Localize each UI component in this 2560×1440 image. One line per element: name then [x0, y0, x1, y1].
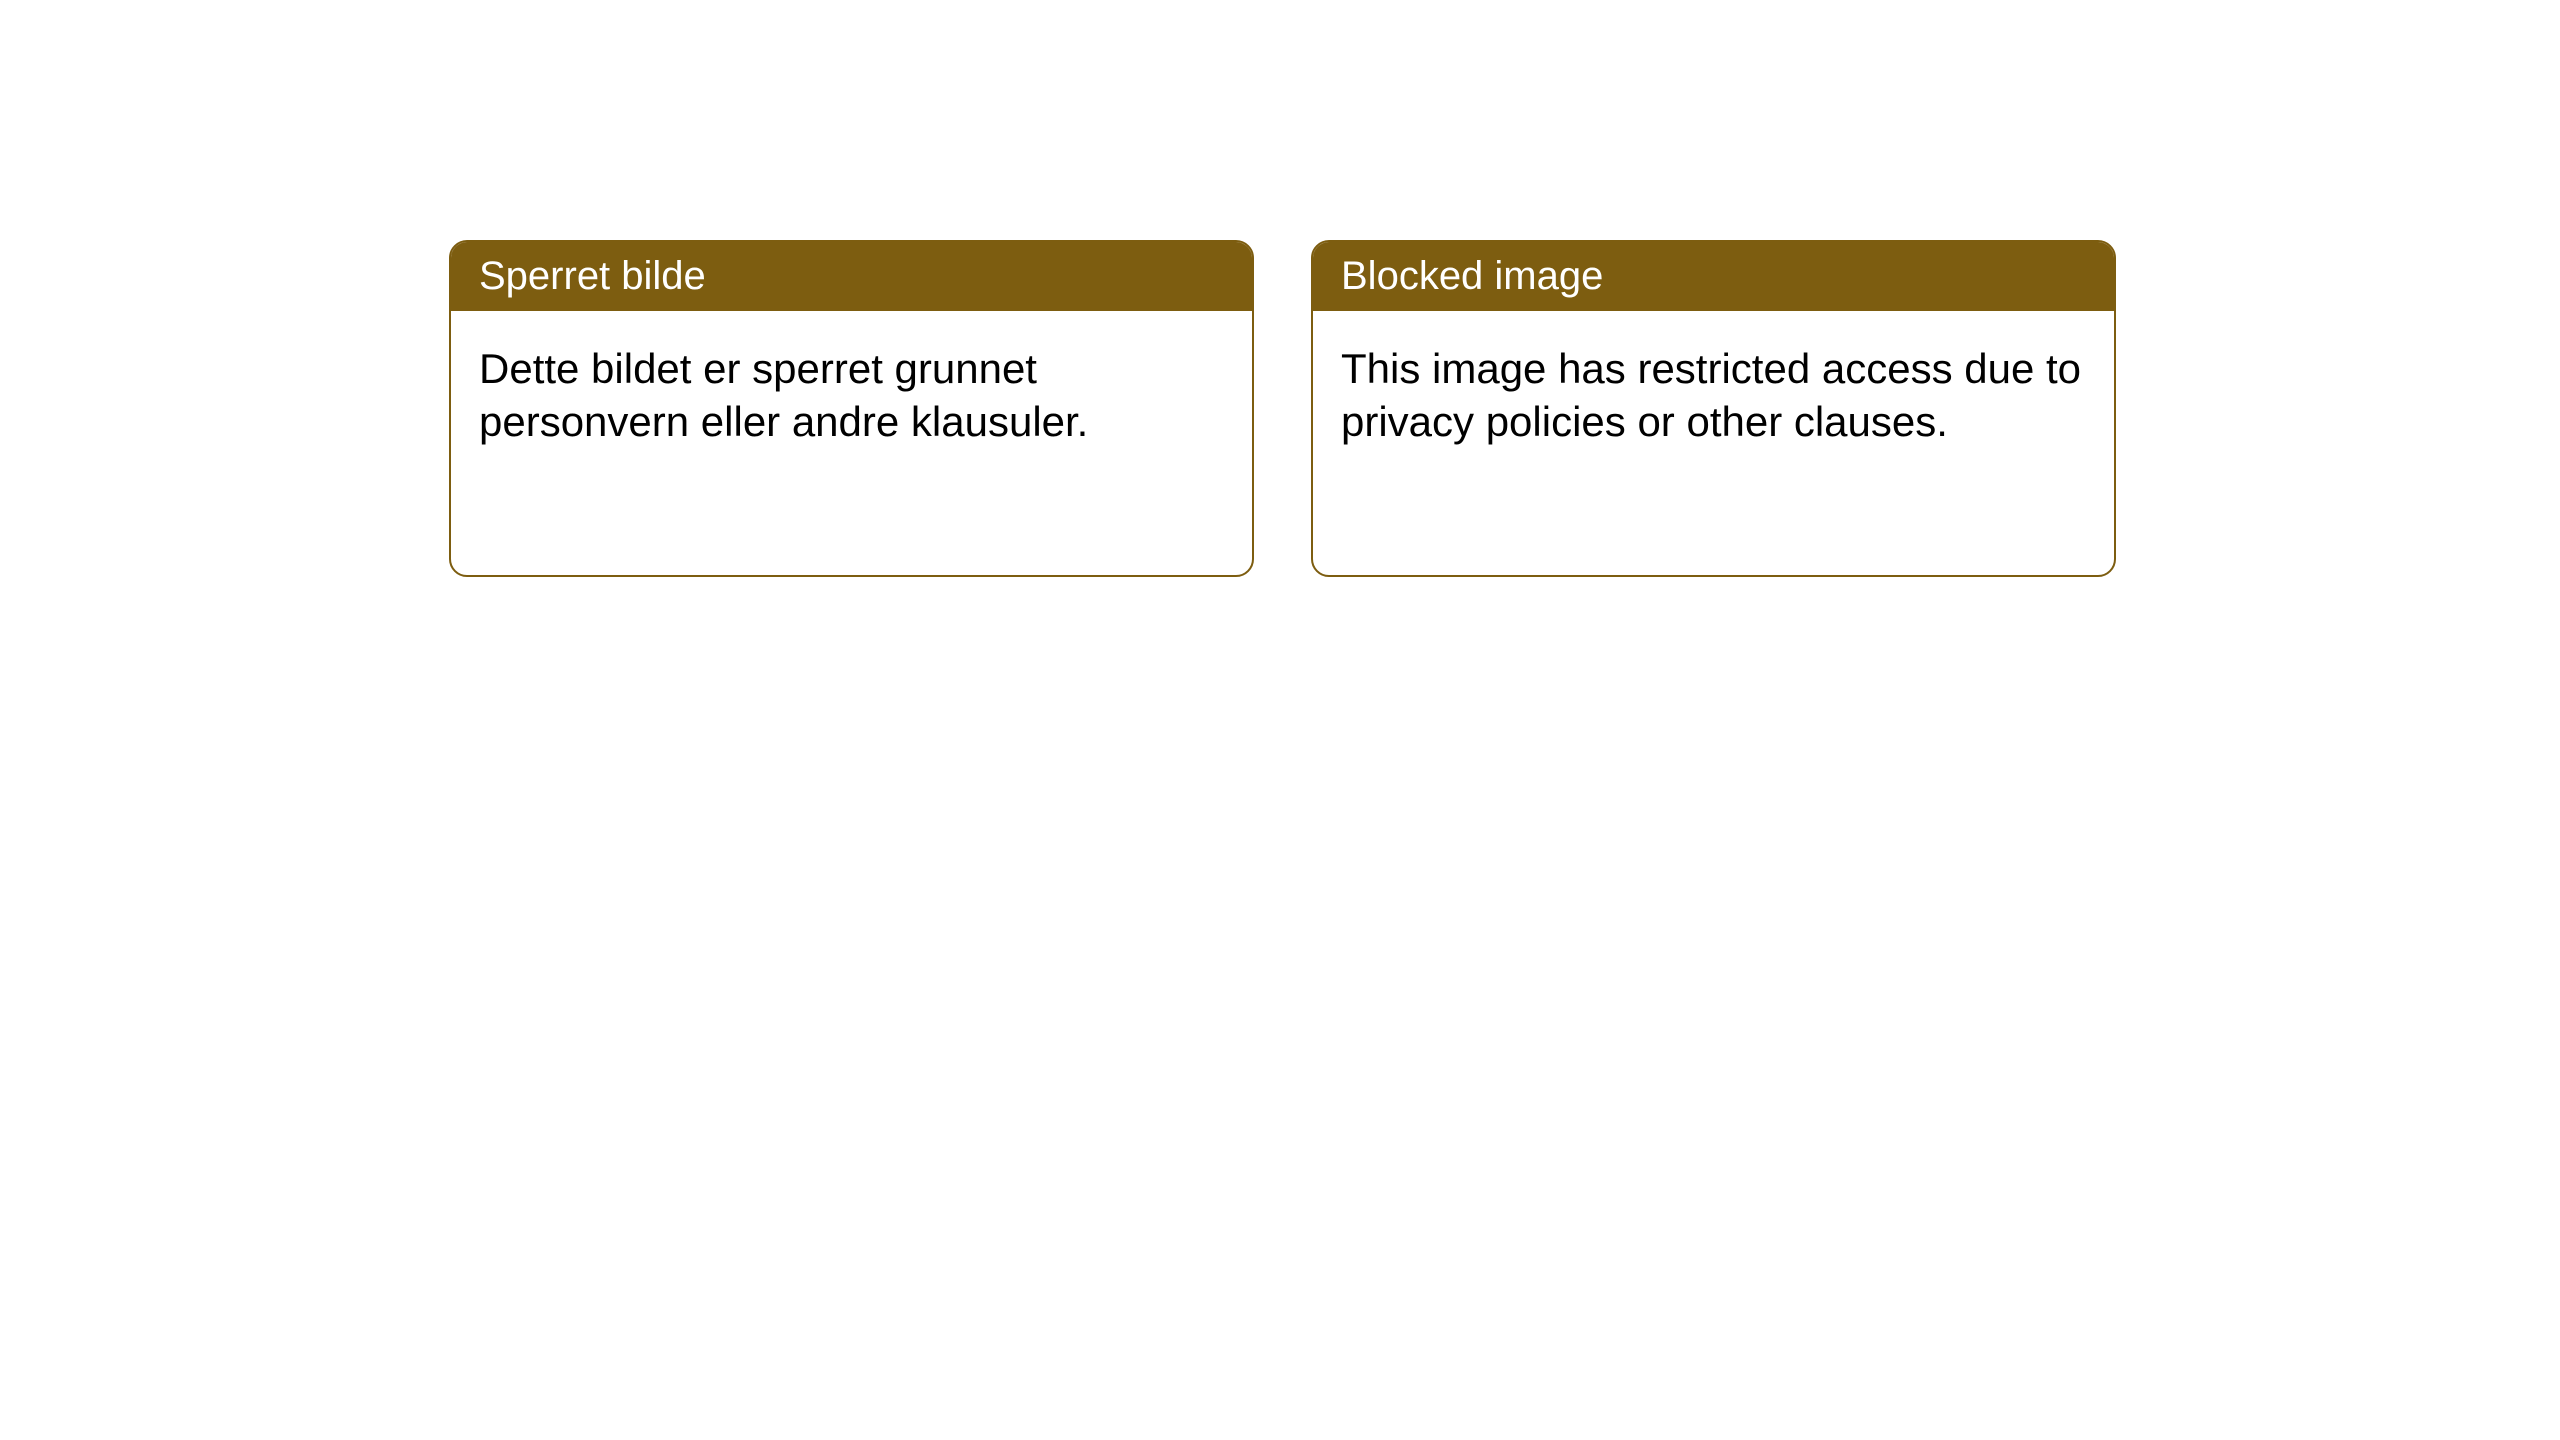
- card-body-text: Dette bildet er sperret grunnet personve…: [479, 345, 1088, 445]
- card-body-text: This image has restricted access due to …: [1341, 345, 2081, 445]
- card-header: Sperret bilde: [451, 242, 1252, 311]
- card-header: Blocked image: [1313, 242, 2114, 311]
- notice-card-norwegian: Sperret bilde Dette bildet er sperret gr…: [449, 240, 1254, 577]
- card-body: Dette bildet er sperret grunnet personve…: [451, 311, 1252, 480]
- notice-card-english: Blocked image This image has restricted …: [1311, 240, 2116, 577]
- card-title: Sperret bilde: [479, 254, 706, 298]
- notice-cards-container: Sperret bilde Dette bildet er sperret gr…: [449, 240, 2116, 577]
- card-title: Blocked image: [1341, 254, 1603, 298]
- card-body: This image has restricted access due to …: [1313, 311, 2114, 480]
